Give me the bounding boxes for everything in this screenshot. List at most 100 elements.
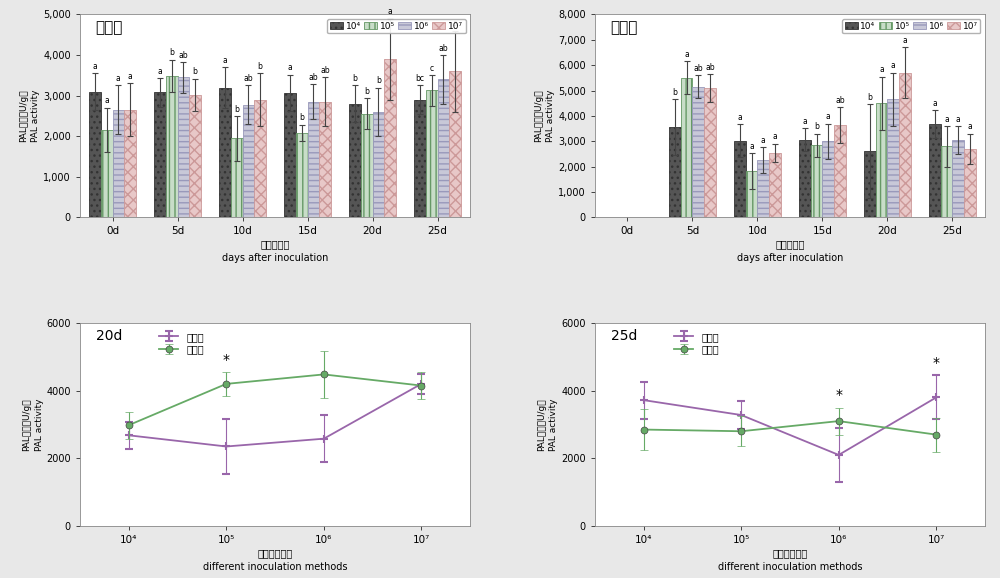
Text: 灌根法: 灌根法	[96, 21, 123, 35]
Bar	[438, 79, 449, 217]
Legend: 10⁴, 10⁵, 10⁶, 10⁷: 10⁴, 10⁵, 10⁶, 10⁷	[842, 19, 980, 34]
Text: a: a	[749, 142, 754, 151]
Text: a: a	[903, 36, 907, 45]
Text: b: b	[672, 88, 677, 97]
Text: a: a	[738, 113, 742, 122]
Text: *: *	[223, 353, 230, 367]
Bar	[154, 92, 166, 217]
Bar	[426, 90, 438, 217]
Bar	[113, 110, 124, 217]
Bar	[692, 87, 704, 217]
Text: bc: bc	[416, 74, 425, 83]
Bar	[361, 114, 373, 217]
Text: a: a	[684, 50, 689, 59]
Y-axis label: PAL活性（U/g）
PAL activity: PAL活性（U/g） PAL activity	[534, 90, 555, 142]
Bar	[822, 141, 834, 217]
Bar	[799, 139, 811, 217]
Bar	[89, 91, 101, 217]
Text: a: a	[93, 62, 97, 71]
Bar	[864, 151, 876, 217]
Text: a: a	[104, 97, 109, 105]
Text: a: a	[803, 117, 807, 125]
Text: a: a	[288, 63, 292, 72]
Bar	[887, 99, 899, 217]
Text: ab: ab	[705, 62, 715, 72]
Text: a: a	[879, 65, 884, 74]
Text: ab: ab	[179, 50, 188, 60]
Text: ab: ab	[693, 64, 703, 73]
Bar	[349, 104, 361, 217]
Text: *: *	[835, 388, 842, 402]
Bar	[669, 127, 681, 217]
Text: a: a	[773, 132, 777, 142]
X-axis label: 不同接种方法
different inoculation methods: 不同接种方法 different inoculation methods	[203, 548, 347, 572]
Text: *: *	[933, 357, 940, 370]
Text: a: a	[116, 74, 121, 83]
Bar	[769, 153, 781, 217]
Bar	[734, 141, 746, 217]
Bar	[929, 124, 941, 217]
Bar	[941, 146, 952, 217]
Bar	[254, 100, 266, 217]
Bar	[414, 100, 426, 217]
Bar	[219, 87, 231, 217]
Text: a: a	[826, 112, 831, 121]
Text: b: b	[364, 87, 369, 96]
Bar	[899, 73, 911, 217]
X-axis label: 接种后天数
days after inoculation: 接种后天数 days after inoculation	[737, 239, 843, 263]
Text: a: a	[944, 114, 949, 124]
Y-axis label: PAL活性（U/g）
PAL activity: PAL活性（U/g） PAL activity	[22, 398, 44, 451]
Bar	[834, 125, 846, 217]
Bar	[681, 78, 692, 217]
Text: b: b	[353, 74, 357, 83]
Bar	[308, 102, 319, 217]
Bar	[811, 145, 822, 217]
Text: b: b	[376, 76, 381, 85]
Bar	[101, 130, 113, 217]
Text: b: b	[814, 123, 819, 131]
Text: 20d: 20d	[96, 329, 122, 343]
Text: c: c	[430, 64, 434, 72]
Bar	[384, 59, 396, 217]
Text: ab: ab	[835, 95, 845, 105]
Text: b: b	[193, 67, 198, 76]
Text: a: a	[968, 123, 972, 131]
Text: 胚根法: 胚根法	[611, 21, 638, 35]
Text: a: a	[891, 61, 896, 71]
Text: b: b	[258, 62, 263, 71]
X-axis label: 接种后天数
days after inoculation: 接种后天数 days after inoculation	[222, 239, 328, 263]
Legend: 灌根法, 胚根法: 灌根法, 胚根法	[670, 328, 723, 358]
Text: 25d: 25d	[611, 329, 637, 343]
Text: a: a	[128, 72, 132, 81]
Bar	[243, 105, 254, 217]
Text: b: b	[234, 105, 239, 113]
Text: ab: ab	[320, 66, 330, 75]
Legend: 灌根法, 胚根法: 灌根法, 胚根法	[155, 328, 208, 358]
Text: a: a	[761, 136, 766, 145]
Bar	[964, 149, 976, 217]
Bar	[124, 110, 136, 217]
X-axis label: 不同接种方法
different inoculation methods: 不同接种方法 different inoculation methods	[718, 548, 862, 572]
Text: a: a	[388, 7, 392, 16]
Bar	[449, 71, 461, 217]
Text: a: a	[956, 114, 961, 124]
Y-axis label: PAL活性（U/g）
PAL activity: PAL活性（U/g） PAL activity	[537, 398, 558, 451]
Bar	[876, 103, 887, 217]
Bar	[757, 160, 769, 217]
Bar	[178, 77, 189, 217]
Bar	[319, 102, 331, 217]
Bar	[704, 88, 716, 217]
Text: b: b	[299, 113, 304, 123]
Text: a: a	[453, 19, 458, 28]
Bar	[373, 112, 384, 217]
Y-axis label: PAL活性（U/g）
PAL activity: PAL活性（U/g） PAL activity	[19, 90, 40, 142]
Text: b: b	[867, 92, 872, 102]
Text: a: a	[933, 99, 937, 108]
Bar	[166, 76, 178, 217]
Bar	[952, 140, 964, 217]
Bar	[284, 93, 296, 217]
Legend: 10⁴, 10⁵, 10⁶, 10⁷: 10⁴, 10⁵, 10⁶, 10⁷	[327, 19, 466, 34]
Bar	[296, 133, 308, 217]
Text: ab: ab	[439, 43, 448, 53]
Bar	[746, 171, 757, 217]
